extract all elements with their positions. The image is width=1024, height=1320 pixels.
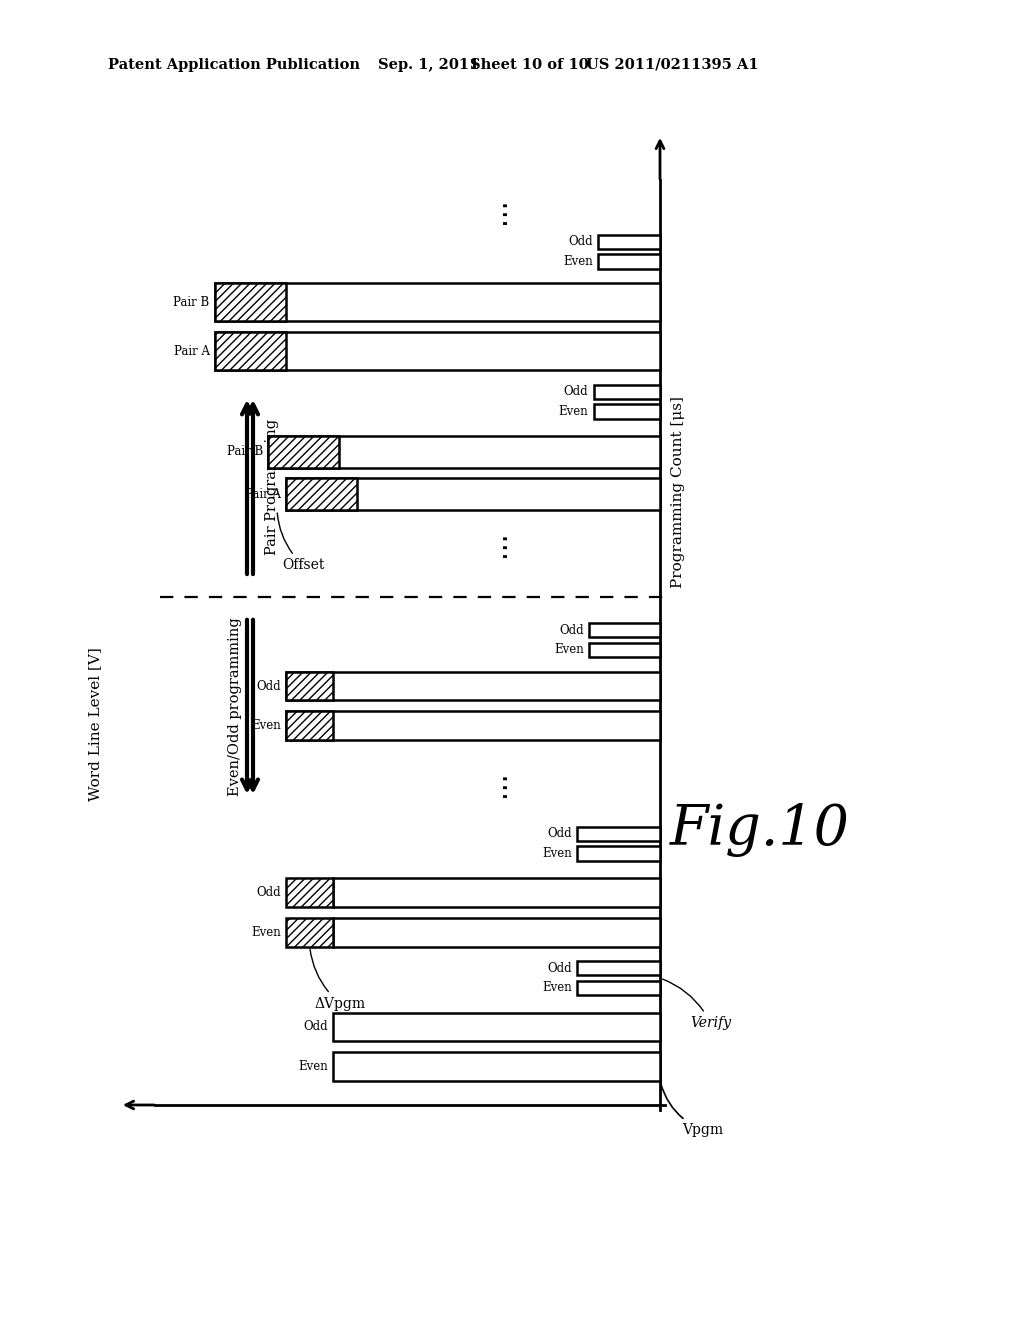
Text: Vpgm: Vpgm [660,1084,723,1137]
Bar [286,878,334,907]
Bar [215,284,660,321]
Text: Patent Application Publication: Patent Application Publication [108,58,360,73]
Text: Odd: Odd [547,828,571,841]
Text: Word Line Level [V]: Word Line Level [V] [88,648,102,801]
Text: ...: ... [482,197,511,224]
Text: Pair B: Pair B [227,445,263,458]
Text: Fig.10: Fig.10 [670,803,850,858]
Text: Verify: Verify [663,979,731,1030]
Text: Even: Even [251,925,281,939]
Bar [577,826,660,841]
Text: Even: Even [542,982,571,994]
Bar [286,672,660,701]
Bar [577,981,660,995]
Bar [286,478,660,511]
Text: US 2011/0211395 A1: US 2011/0211395 A1 [586,58,759,73]
Text: Odd: Odd [547,962,571,974]
Text: Even: Even [299,1060,329,1073]
Bar [598,255,660,269]
Text: Odd: Odd [568,235,593,248]
Bar [286,711,660,741]
Text: Even: Even [251,719,281,733]
Text: ΔVpgm: ΔVpgm [310,949,366,1011]
Text: Even/Odd programming: Even/Odd programming [228,618,242,796]
Bar [334,1052,660,1081]
Bar [286,478,357,511]
Bar [215,331,660,370]
Text: ...: ... [482,770,511,796]
Bar [594,384,660,399]
Text: Odd: Odd [256,886,281,899]
Text: Even: Even [563,255,593,268]
Bar [215,331,286,370]
Text: Even: Even [542,847,571,861]
Bar [590,623,660,638]
Text: Sep. 1, 2011: Sep. 1, 2011 [378,58,479,73]
Text: Pair A: Pair A [174,345,210,358]
Text: Offset: Offset [278,513,325,573]
Text: Pair B: Pair B [173,296,210,309]
Text: Odd: Odd [564,385,589,399]
Text: Odd: Odd [304,1020,329,1034]
Bar [268,436,339,467]
Bar [286,711,334,741]
Bar [215,284,286,321]
Bar [590,643,660,657]
Bar [334,878,660,907]
Bar [577,846,660,861]
Text: ...: ... [482,531,511,557]
Bar [594,404,660,418]
Bar [334,1012,660,1041]
Text: Even: Even [559,405,589,418]
Bar [598,235,660,249]
Text: Even: Even [555,643,585,656]
Bar [334,917,660,946]
Text: Pair Programming: Pair Programming [265,418,279,554]
Bar [286,917,334,946]
Text: Sheet 10 of 10: Sheet 10 of 10 [470,58,589,73]
Bar [577,961,660,975]
Text: Odd: Odd [256,680,281,693]
Bar [268,436,660,467]
Bar [286,672,334,701]
Text: Odd: Odd [560,623,585,636]
Text: Pair A: Pair A [245,488,281,500]
Text: Programming Count [μs]: Programming Count [μs] [671,396,685,587]
